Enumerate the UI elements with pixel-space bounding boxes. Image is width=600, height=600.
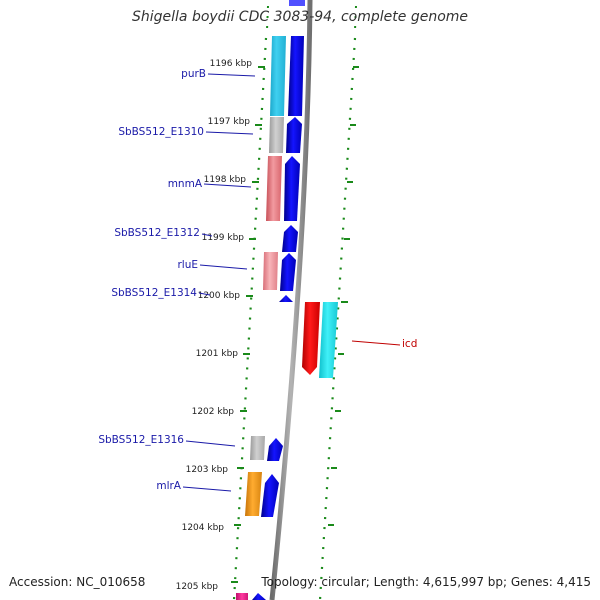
gene-label-mnmA[interactable]: mnmA (168, 178, 203, 190)
inner-dotted-track-top (266, 5, 269, 31)
gene-label-purB[interactable]: purB (181, 68, 206, 80)
cog-block-rluE[interactable] (263, 252, 278, 290)
ruler-tick-1197: 1197 kbp (208, 117, 251, 127)
cog-block-purB[interactable] (270, 36, 286, 116)
ruler-tick-1200: 1200 kbp (198, 291, 241, 301)
gene-label-mlrA[interactable]: mlrA (156, 480, 181, 492)
label-leaders (182, 73, 401, 492)
ruler-tick-1203: 1203 kbp (186, 465, 229, 475)
arrow-rluE[interactable] (280, 253, 296, 291)
gene-label-SbBS512_E1316[interactable]: SbBS512_E1316 (98, 434, 184, 446)
arrow-bottom[interactable] (252, 593, 266, 600)
genome-title: Shigella boydii CDC 3083-94, complete ge… (131, 9, 469, 25)
ruler-tick-1196: 1196 kbp (210, 59, 253, 69)
gene-label-icd[interactable]: icd (402, 338, 417, 350)
arrow-mnmA[interactable] (284, 156, 300, 221)
ruler-tick-marks (231, 66, 359, 583)
arrow-SbBS512_E1312[interactable] (282, 225, 298, 252)
ruler-labels: 1196 kbp 1197 kbp 1198 kbp 1199 kbp 1200… (176, 59, 253, 592)
outer-dotted-track-top (354, 5, 357, 31)
outer-dotted-track (318, 37, 357, 600)
ruler-tick-1201: 1201 kbp (196, 349, 239, 359)
cog-block-SbBS512_E1316[interactable] (250, 436, 265, 460)
cog-block-SbBS512_E1310[interactable] (269, 117, 284, 153)
gene-label-SbBS512_E1310[interactable]: SbBS512_E1310 (118, 126, 204, 138)
ruler-tick-1205: 1205 kbp (176, 582, 219, 592)
accession-label: Accession: NC_010658 (9, 575, 146, 589)
cog-block-icd[interactable] (319, 302, 338, 378)
cog-block-bottom[interactable] (236, 593, 248, 600)
arrow-mlrA[interactable] (261, 474, 279, 517)
cog-blocks (236, 36, 286, 600)
cog-block-mlrA[interactable] (245, 472, 262, 516)
arrow-SbBS512_E1310[interactable] (286, 117, 302, 153)
gene-label-SbBS512_E1312[interactable]: SbBS512_E1312 (114, 227, 200, 239)
genome-backbone (269, 0, 313, 600)
genome-summary-label: Topology: circular; Length: 4,615,997 bp… (261, 575, 591, 589)
plus-strand-arrows (252, 36, 304, 600)
ruler-tick-1198: 1198 kbp (204, 175, 247, 185)
gene-label-rluE[interactable]: rluE (177, 259, 198, 271)
cog-block-mnmA[interactable] (266, 156, 282, 221)
gene-labels: purB SbBS512_E1310 mnmA SbBS512_E1312 rl… (98, 68, 417, 492)
ruler-tick-1202: 1202 kbp (192, 407, 235, 417)
arrow-SbBS512_E1314[interactable] (279, 295, 293, 302)
arrow-SbBS512_E1316[interactable] (267, 438, 283, 461)
gene-label-SbBS512_E1314[interactable]: SbBS512_E1314 (111, 287, 197, 299)
arrow-icd[interactable] (302, 302, 320, 375)
top-edge-gene (289, 0, 305, 6)
ruler-tick-1204: 1204 kbp (182, 523, 225, 533)
arrow-purB[interactable] (288, 36, 304, 116)
ruler-tick-1199: 1199 kbp (202, 233, 245, 243)
inner-dotted-track (232, 37, 268, 600)
